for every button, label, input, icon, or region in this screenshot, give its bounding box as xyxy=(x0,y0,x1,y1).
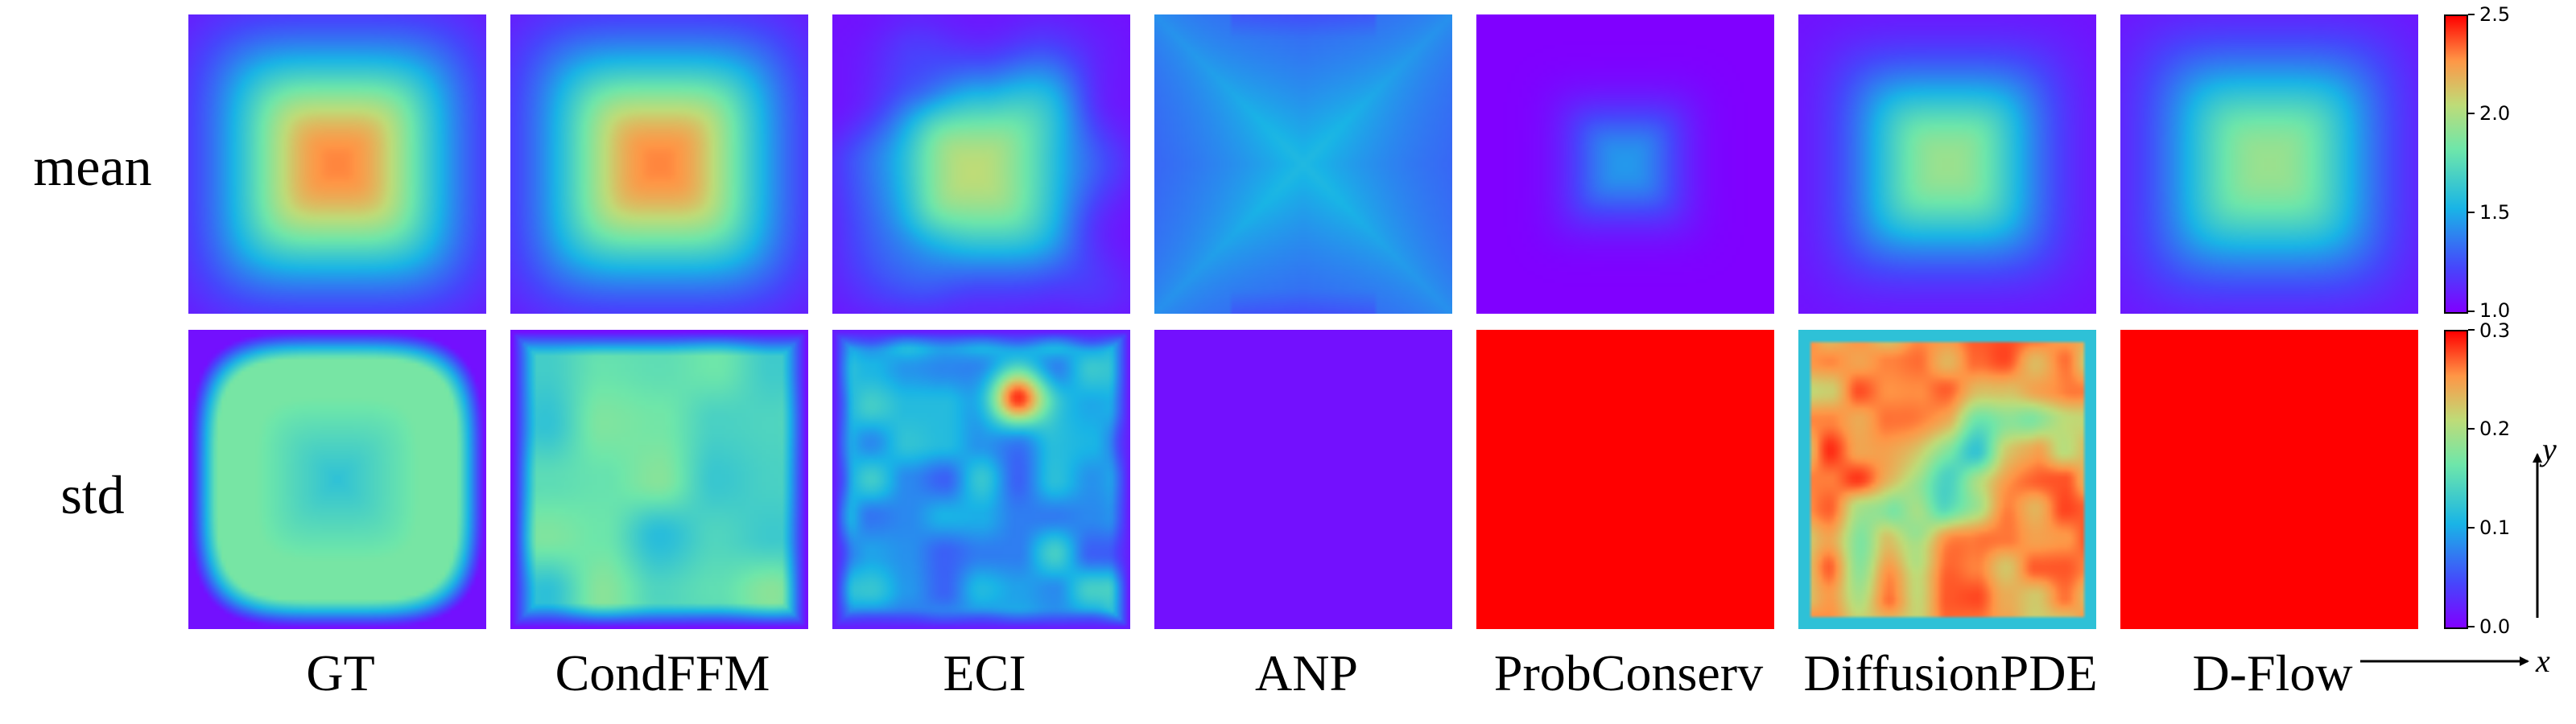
colorbar-std-tick-label: 0.0 xyxy=(2479,615,2511,638)
colorbar-std-tick-mark xyxy=(2468,329,2475,331)
row-label-std: std xyxy=(60,464,125,525)
col-label-diffusionpde: DiffusionPDE xyxy=(1803,644,2098,701)
colorbar-std-tick-mark xyxy=(2468,527,2475,529)
colorbar-mean-tick-label: 2.5 xyxy=(2479,3,2511,26)
y-axis-label: y xyxy=(2542,431,2557,467)
heatmap-std-gt xyxy=(188,330,486,629)
colorbar-mean-tick-label: 1.0 xyxy=(2479,299,2511,322)
heatmap-mean-gt xyxy=(188,14,486,314)
heatmap-std-probconserv xyxy=(1476,330,1774,629)
heatmap-mean-condffm xyxy=(510,14,808,314)
colorbar-std xyxy=(2444,330,2468,629)
heatmap-std-condffm xyxy=(510,330,808,629)
col-label-probconserv: ProbConserv xyxy=(1493,644,1764,701)
heatmap-std-anp xyxy=(1154,330,1452,629)
heatmap-mean-anp xyxy=(1154,14,1452,314)
colorbar-mean-tick-label: 2.0 xyxy=(2479,102,2511,125)
heatmap-std-diffusionpde xyxy=(1798,330,2096,629)
colorbar-mean-tick-mark xyxy=(2468,311,2475,312)
row-label-mean: mean xyxy=(33,136,152,197)
col-label-dflow: D-Flow xyxy=(2192,644,2353,701)
heatmap-mean-d-flow xyxy=(2120,14,2418,314)
colorbar-std-tick-mark xyxy=(2468,626,2475,627)
colorbar-mean-tick-label: 1.5 xyxy=(2479,201,2511,224)
heatmap-mean-eci xyxy=(832,14,1130,314)
heatmap-mean-probconserv xyxy=(1476,14,1774,314)
colorbar-std-tick-label: 0.1 xyxy=(2479,516,2511,539)
heatmap-mean-diffusionpde xyxy=(1798,14,2096,314)
heatmap-std-d-flow xyxy=(2120,330,2418,629)
col-label-anp: ANP xyxy=(1254,644,1359,701)
colorbar-mean-tick-mark xyxy=(2468,212,2475,213)
colorbar-std-tick-mark xyxy=(2468,428,2475,430)
colorbar-mean xyxy=(2444,14,2468,314)
colorbar-std-tick-label: 0.2 xyxy=(2479,418,2511,440)
x-axis-label: x xyxy=(2536,643,2550,679)
col-label-gt: GT xyxy=(306,644,375,701)
colorbar-mean-tick-mark xyxy=(2468,113,2475,114)
col-label-condffm: CondFFM xyxy=(555,644,770,701)
heatmap-std-eci xyxy=(832,330,1130,629)
colorbar-mean-tick-mark xyxy=(2468,14,2475,15)
colorbar-std-tick-label: 0.3 xyxy=(2479,319,2511,342)
col-label-eci: ECI xyxy=(943,644,1026,701)
